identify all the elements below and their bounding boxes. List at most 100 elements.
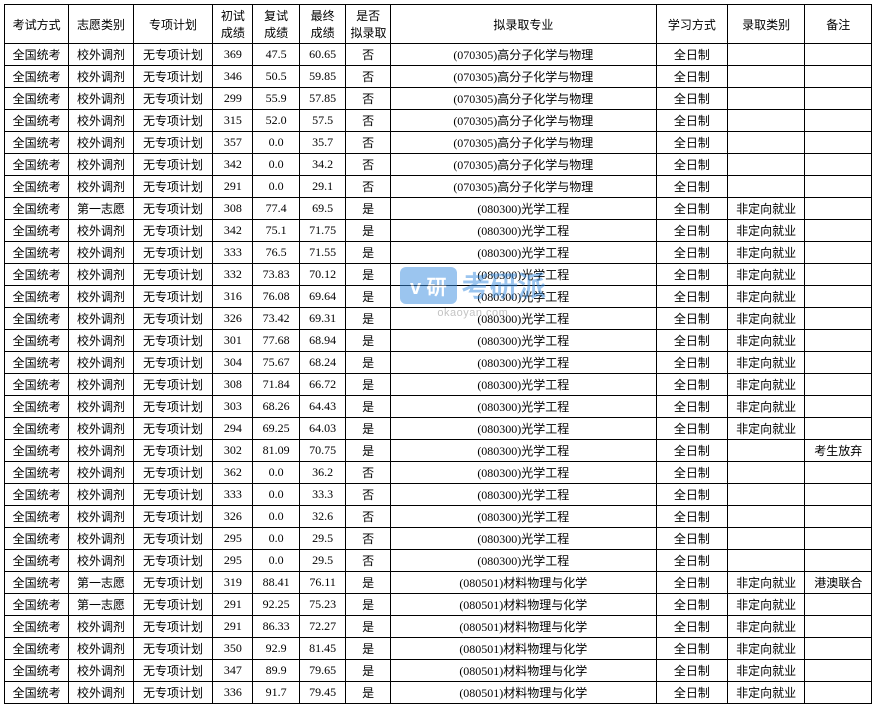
table-cell: (080300)光学工程 <box>390 418 656 440</box>
table-cell: 全国统考 <box>5 132 69 154</box>
table-cell: 否 <box>346 154 390 176</box>
table-cell: 全国统考 <box>5 484 69 506</box>
table-cell: 是 <box>346 418 390 440</box>
table-cell <box>805 308 872 330</box>
column-header: 备注 <box>805 5 872 44</box>
table-cell: 非定向就业 <box>727 330 805 352</box>
table-cell: 校外调剂 <box>69 396 133 418</box>
table-cell: 52.0 <box>253 110 300 132</box>
table-cell: 全日制 <box>656 330 727 352</box>
table-cell: 全日制 <box>656 396 727 418</box>
table-cell: 315 <box>213 110 253 132</box>
table-cell: 72.27 <box>299 616 346 638</box>
table-cell <box>805 528 872 550</box>
table-cell: 否 <box>346 132 390 154</box>
table-cell: 无专项计划 <box>133 242 213 264</box>
table-cell: 校外调剂 <box>69 154 133 176</box>
table-cell: 校外调剂 <box>69 352 133 374</box>
table-cell: 全日制 <box>656 484 727 506</box>
table-cell: 全国统考 <box>5 44 69 66</box>
table-cell: 校外调剂 <box>69 66 133 88</box>
table-cell: 295 <box>213 528 253 550</box>
table-cell: 全日制 <box>656 308 727 330</box>
table-cell: 0.0 <box>253 528 300 550</box>
table-cell: 否 <box>346 176 390 198</box>
table-cell: 非定向就业 <box>727 198 805 220</box>
table-cell: 全日制 <box>656 88 727 110</box>
table-cell: 全国统考 <box>5 242 69 264</box>
table-cell: 357 <box>213 132 253 154</box>
column-header: 专项计划 <box>133 5 213 44</box>
table-cell: 校外调剂 <box>69 660 133 682</box>
table-cell: 是 <box>346 594 390 616</box>
table-cell <box>805 132 872 154</box>
table-cell <box>805 374 872 396</box>
table-cell: 301 <box>213 330 253 352</box>
admissions-table: 考试方式志愿类别专项计划初试成绩复试成绩最终成绩是否拟录取拟录取专业学习方式录取… <box>4 4 872 704</box>
table-row: 全国统考校外调剂无专项计划34275.171.75是(080300)光学工程全日… <box>5 220 872 242</box>
table-cell: 75.23 <box>299 594 346 616</box>
table-cell: 非定向就业 <box>727 396 805 418</box>
table-cell: 60.65 <box>299 44 346 66</box>
table-cell <box>805 220 872 242</box>
table-cell: 全国统考 <box>5 572 69 594</box>
table-row: 全国统考校外调剂无专项计划34650.559.85否(070305)高分子化学与… <box>5 66 872 88</box>
table-cell: 无专项计划 <box>133 220 213 242</box>
table-cell <box>727 550 805 572</box>
table-cell: 校外调剂 <box>69 638 133 660</box>
table-cell: 校外调剂 <box>69 462 133 484</box>
table-cell: 校外调剂 <box>69 264 133 286</box>
table-row: 全国统考第一志愿无专项计划29192.2575.23是(080501)材料物理与… <box>5 594 872 616</box>
table-cell: 342 <box>213 154 253 176</box>
table-cell: 校外调剂 <box>69 616 133 638</box>
column-header: 拟录取专业 <box>390 5 656 44</box>
table-cell: (080300)光学工程 <box>390 440 656 462</box>
table-cell: 全日制 <box>656 506 727 528</box>
table-cell: 308 <box>213 374 253 396</box>
table-cell <box>805 550 872 572</box>
table-cell: 全日制 <box>656 550 727 572</box>
table-cell: 29.1 <box>299 176 346 198</box>
table-cell: 64.43 <box>299 396 346 418</box>
table-cell <box>805 154 872 176</box>
table-cell: 是 <box>346 638 390 660</box>
table-cell: 57.5 <box>299 110 346 132</box>
table-cell <box>727 528 805 550</box>
table-cell: 非定向就业 <box>727 572 805 594</box>
table-row: 全国统考校外调剂无专项计划30475.6768.24是(080300)光学工程全… <box>5 352 872 374</box>
table-cell: 校外调剂 <box>69 242 133 264</box>
table-cell <box>805 88 872 110</box>
table-cell: 326 <box>213 308 253 330</box>
table-cell: 无专项计划 <box>133 44 213 66</box>
table-cell: 全日制 <box>656 242 727 264</box>
table-cell: 333 <box>213 242 253 264</box>
table-cell <box>805 66 872 88</box>
table-cell: 73.83 <box>253 264 300 286</box>
table-cell: 68.24 <box>299 352 346 374</box>
table-cell <box>727 506 805 528</box>
table-cell: 全日制 <box>656 418 727 440</box>
table-cell: 全日制 <box>656 66 727 88</box>
table-cell: 非定向就业 <box>727 242 805 264</box>
table-cell: 第一志愿 <box>69 198 133 220</box>
table-cell: 无专项计划 <box>133 308 213 330</box>
column-header: 学习方式 <box>656 5 727 44</box>
table-cell: 考生放弃 <box>805 440 872 462</box>
table-cell: 全日制 <box>656 462 727 484</box>
table-cell: 全国统考 <box>5 528 69 550</box>
table-cell: 无专项计划 <box>133 572 213 594</box>
table-cell: 无专项计划 <box>133 88 213 110</box>
table-cell: 全国统考 <box>5 198 69 220</box>
table-cell: 75.1 <box>253 220 300 242</box>
table-row: 全国统考校外调剂无专项计划33376.571.55是(080300)光学工程全日… <box>5 242 872 264</box>
table-cell: 59.85 <box>299 66 346 88</box>
table-cell: 36.2 <box>299 462 346 484</box>
table-cell: 校外调剂 <box>69 286 133 308</box>
table-cell: 全日制 <box>656 286 727 308</box>
table-cell: 无专项计划 <box>133 682 213 704</box>
table-cell <box>805 352 872 374</box>
table-cell: 是 <box>346 308 390 330</box>
table-cell: 无专项计划 <box>133 396 213 418</box>
table-cell: 全国统考 <box>5 462 69 484</box>
table-cell: 非定向就业 <box>727 660 805 682</box>
